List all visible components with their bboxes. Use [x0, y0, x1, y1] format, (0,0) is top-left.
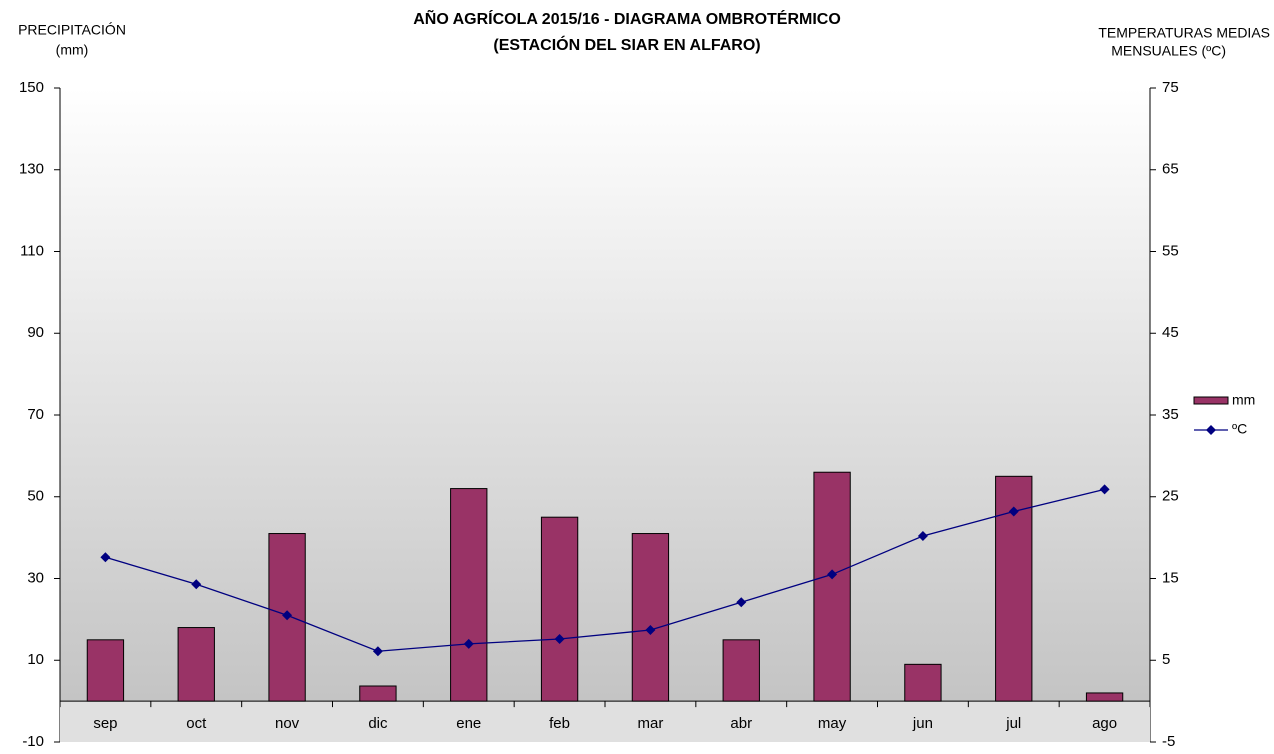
category-band — [60, 701, 1150, 742]
bar — [1085, 692, 1124, 702]
legend-label: ºC — [1232, 421, 1247, 437]
y2-axis-label: TEMPERATURAS MEDIAS — [1098, 25, 1270, 41]
y-tick-label: 30 — [27, 569, 44, 586]
bar — [540, 516, 579, 702]
y2-tick-label: 65 — [1162, 161, 1179, 178]
y-tick-label: -10 — [22, 733, 44, 750]
y-axis-label: (mm) — [56, 42, 89, 58]
x-tick-label: sep — [93, 715, 117, 732]
y-tick-label: 50 — [27, 488, 44, 505]
x-tick-label: dic — [368, 715, 388, 732]
legend-swatch — [1206, 425, 1216, 435]
y-axis-label: PRECIPITACIÓN — [18, 22, 126, 38]
y-tick-label: 10 — [27, 651, 44, 668]
bar — [86, 639, 125, 702]
y-tick-label: 130 — [19, 161, 44, 178]
chart-title: (ESTACIÓN DEL SIAR EN ALFARO) — [493, 35, 760, 54]
y-tick-label: 150 — [19, 79, 44, 96]
bar — [359, 685, 397, 702]
x-tick-label: mar — [637, 715, 663, 732]
y2-tick-label: -5 — [1162, 733, 1175, 750]
x-tick-label: ene — [456, 715, 481, 732]
y2-tick-label: 5 — [1162, 651, 1170, 668]
y2-tick-label: 55 — [1162, 242, 1179, 259]
point — [736, 597, 747, 608]
legend-swatch — [1193, 396, 1229, 405]
point — [917, 530, 928, 541]
bar — [813, 471, 851, 702]
point — [1008, 506, 1019, 517]
line — [105, 488, 1105, 652]
point — [1099, 484, 1110, 495]
y2-tick-label: 25 — [1162, 488, 1179, 505]
point — [100, 552, 111, 563]
y-tick-label: 70 — [27, 406, 44, 423]
y2-tick-label: 15 — [1162, 569, 1179, 586]
x-tick-label: jul — [1005, 715, 1021, 732]
point — [191, 579, 202, 590]
legend-label: mm — [1232, 392, 1255, 408]
point — [282, 610, 293, 621]
y2-tick-label: 75 — [1162, 79, 1179, 96]
point — [827, 569, 838, 580]
y2-axis-label: MENSUALES (ºC) — [1111, 43, 1226, 59]
bar — [450, 488, 488, 702]
bar — [631, 533, 670, 702]
y-tick-label: 110 — [20, 242, 44, 259]
bar — [904, 663, 942, 702]
bar — [722, 639, 760, 702]
x-tick-label: abr — [730, 715, 752, 732]
y2-tick-label: 45 — [1162, 324, 1179, 341]
x-tick-label: may — [818, 715, 847, 732]
y-tick-label: 90 — [27, 324, 44, 341]
bar — [177, 627, 215, 702]
x-tick-label: jun — [912, 715, 933, 732]
x-tick-label: oct — [186, 715, 207, 732]
plot-area — [60, 88, 1150, 742]
point — [372, 646, 383, 657]
point — [645, 625, 656, 636]
x-tick-label: nov — [275, 715, 300, 732]
x-tick-label: feb — [549, 715, 570, 732]
point — [463, 638, 474, 649]
y2-tick-label: 35 — [1162, 406, 1179, 423]
x-tick-label: ago — [1092, 715, 1117, 732]
point — [554, 633, 565, 644]
chart-title: AÑO AGRÍCOLA 2015/16 - DIAGRAMA OMBROTÉR… — [413, 8, 841, 28]
